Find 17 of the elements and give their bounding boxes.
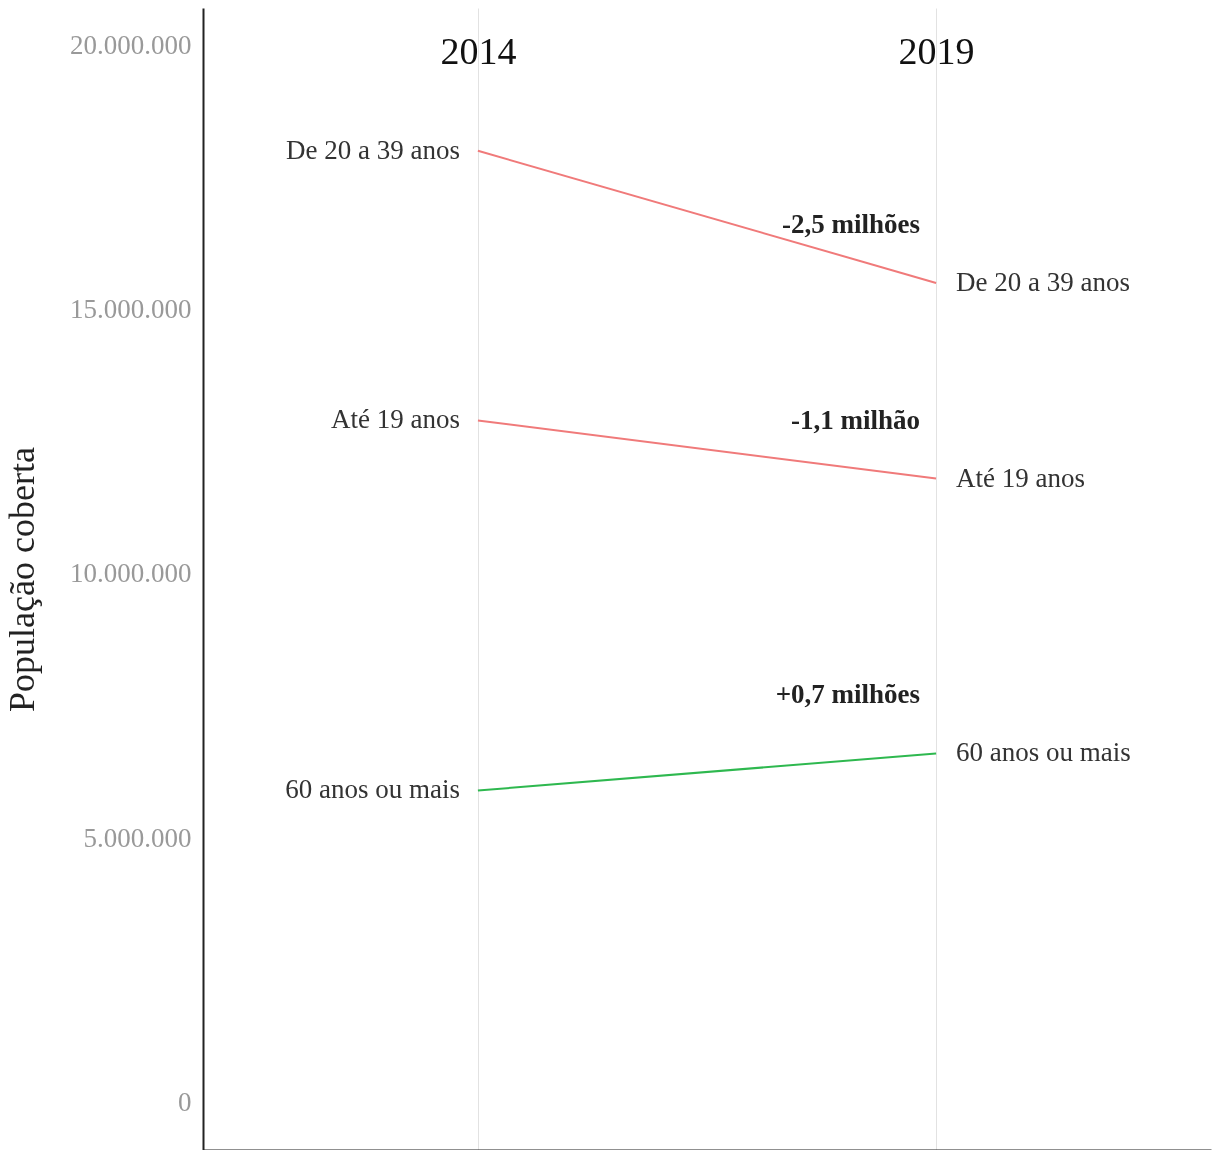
series-label: De 20 a 39 anos xyxy=(285,134,460,165)
x-tick-label: 2019 xyxy=(898,29,975,72)
annotation: +0,7 milhões xyxy=(775,679,921,710)
text: 60 anos ou mais xyxy=(956,737,1131,768)
series-label: Até 19 anos xyxy=(330,404,460,435)
y-tick-label: 15.000.000 xyxy=(70,293,192,324)
text: Até 19 anos xyxy=(956,462,1086,493)
y-tick-label: 0 xyxy=(178,1086,192,1117)
text: De 20 a 39 anos xyxy=(956,266,1131,297)
y-axis-title: População coberta xyxy=(2,447,42,712)
x-tick-label: 2014 xyxy=(440,29,517,72)
annotation: -2,5 milhões xyxy=(782,208,921,239)
series-label: 60 anos ou mais xyxy=(285,774,460,805)
y-tick-label: 10.000.000 xyxy=(70,558,192,589)
y-tick-label: 5.000.000 xyxy=(83,822,192,853)
annotation: -1,1 milhão xyxy=(791,404,921,435)
y-tick-label: 20.000.000 xyxy=(70,29,192,60)
